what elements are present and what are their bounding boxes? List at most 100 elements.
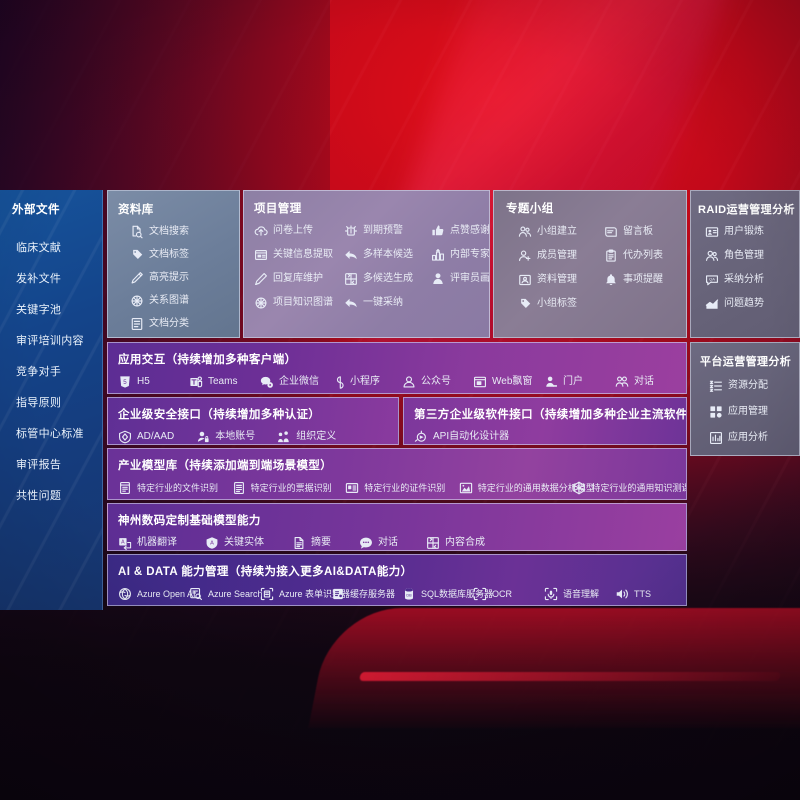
tile-group-create[interactable]: 小组建立 xyxy=(518,225,600,239)
todo-list-icon xyxy=(604,249,618,263)
tile-h5[interactable]: 5 H5 xyxy=(118,375,189,389)
tile-material-manage[interactable]: 资料管理 xyxy=(518,273,600,287)
row-security-items: AD/AAD 本地账号 组织定义 xyxy=(108,422,398,444)
tile-document-category[interactable]: 文档分类 xyxy=(130,317,239,331)
miniprogram-icon xyxy=(331,375,345,389)
tile-key-info-extract[interactable]: 关键信息提取 xyxy=(254,248,342,262)
tile-label: 多候选生成 xyxy=(363,273,413,284)
tile-expiry-warning[interactable]: 到期预警 xyxy=(344,224,429,238)
tile-summary[interactable]: 摘要 xyxy=(292,536,331,550)
tile-form-recognizer[interactable]: Azure 表单识别器 xyxy=(260,587,350,601)
tile-key-entity[interactable]: A 关键实体 xyxy=(205,536,264,550)
sidebar-item-review-report[interactable]: 审评报告 xyxy=(16,458,62,471)
tile-invoice-recognition[interactable]: 特定行业的票据识别 xyxy=(232,481,346,495)
tile-document-tag[interactable]: 文档标签 xyxy=(130,248,239,262)
tile-knowledge-model[interactable]: 特定行业的通用知识测课模型 xyxy=(572,481,686,495)
svg-text:A: A xyxy=(121,540,125,546)
tile-todo-list[interactable]: 代办列表 xyxy=(604,249,686,263)
tile-adoption-analysis[interactable]: QA 采纳分析 xyxy=(705,273,799,287)
tile-label: 门户 xyxy=(563,376,583,387)
organization-icon xyxy=(277,430,291,444)
tile-role-manage[interactable]: 角色管理 xyxy=(705,249,799,263)
tile-label: 内容合成 xyxy=(445,537,485,548)
tile-api-designer[interactable]: API自动化设计器 xyxy=(414,430,509,444)
tile-label: 本地账号 xyxy=(215,431,256,442)
sidebar-item-standards-center[interactable]: 标管中心标准 xyxy=(16,427,84,440)
tile-dialog[interactable]: 对话 xyxy=(615,375,686,389)
tile-machine-translation[interactable]: A 机器翻译 xyxy=(118,536,177,550)
tile-group-tag[interactable]: 小组标签 xyxy=(518,297,600,311)
tile-local-account[interactable]: 本地账号 xyxy=(196,430,255,444)
tile-internal-expert-ranking[interactable]: 内部专家排名 xyxy=(431,248,489,262)
alarm-warning-icon xyxy=(344,224,358,238)
sidebar-item-keyword-pool[interactable]: 关键字池 xyxy=(16,303,62,316)
tile-reviewer-profile[interactable]: 评审员画像 xyxy=(431,272,489,286)
tile-app-analysis[interactable]: 应用分析 xyxy=(709,431,799,445)
dialog-person-icon xyxy=(615,375,629,389)
sidebar-item-competitors[interactable]: 竞争对手 xyxy=(16,365,62,378)
tile-content-synthesis[interactable]: 内容合成 xyxy=(426,536,485,550)
tile-multi-sample-candidate[interactable]: 多样本候选 xyxy=(344,248,429,262)
tile-project-knowledge-graph[interactable]: 项目知识图谱 xyxy=(254,296,342,310)
sidebar-item-clinical-literature[interactable]: 临床文献 xyxy=(16,241,62,254)
tile-portal[interactable]: 门户 xyxy=(544,375,615,389)
tile-label: 到期预警 xyxy=(363,225,403,236)
data-analysis-model-icon xyxy=(459,481,473,495)
tile-label: 机器翻译 xyxy=(137,537,177,548)
tile-app-manage[interactable]: 应用管理 xyxy=(709,405,799,419)
tile-cache-server[interactable]: 缓存服务器 xyxy=(331,587,402,601)
tile-azure-openai[interactable]: Azure Open AI xyxy=(118,587,196,601)
tile-document-search[interactable]: 文档搜索 xyxy=(130,225,239,239)
tile-issue-trend[interactable]: 问题趋势 xyxy=(705,297,799,311)
sidebar-item-review-training[interactable]: 审评培训内容 xyxy=(16,334,84,347)
tile-sql-database-server[interactable]: DB SQL数据库服务器 xyxy=(402,587,493,601)
tile-ocr[interactable]: ocr OCR xyxy=(473,587,544,601)
tile-label: 角色管理 xyxy=(724,250,764,261)
tile-resource-allocation[interactable]: 资源分配 xyxy=(709,379,799,393)
tile-relation-graph[interactable]: 关系图谱 xyxy=(130,294,239,308)
tile-one-click-adopt[interactable]: 一键采纳 xyxy=(344,296,429,310)
tile-id-card-recognition[interactable]: 特定行业的证件识别 xyxy=(345,481,459,495)
tile-highlight-hint[interactable]: 高亮提示 xyxy=(130,271,239,285)
tile-label: 用户锻炼 xyxy=(724,226,764,237)
tile-web-popup[interactable]: Web飘窗 xyxy=(473,375,544,389)
sidebar-item-common-issues[interactable]: 共性问题 xyxy=(16,489,62,502)
capability-board: 外部文件 临床文献 发补文件 关键字池 审评培训内容 竞争对手 指导原则 标管中… xyxy=(0,190,800,610)
tile-file-recognition[interactable]: 特定行业的文件识别 xyxy=(118,481,232,495)
tile-label: Azure 表单识别器 xyxy=(279,588,351,599)
sidebar-item-supplement-files[interactable]: 发补文件 xyxy=(16,272,62,285)
sidebar-item-guidelines[interactable]: 指导原则 xyxy=(16,396,62,409)
tile-data-analysis-model[interactable]: 特定行业的通用数据分析模型 xyxy=(459,481,595,495)
tile-label: 采纳分析 xyxy=(724,274,764,285)
tile-label: 留言板 xyxy=(623,226,653,237)
row-industry-title: 产业模型库（持续添加端到端场景模型） xyxy=(118,460,333,472)
tile-user-training[interactable]: 用户锻炼 xyxy=(705,225,799,239)
row-aidata-title: AI & DATA 能力管理（持续为接入更多AI&DATA能力） xyxy=(118,566,413,578)
tile-speech-understanding[interactable]: 语音理解 xyxy=(544,587,615,601)
tile-label: 资源分配 xyxy=(728,380,768,391)
tile-message-board[interactable]: 留言板 xyxy=(604,225,686,239)
tile-label: 缓存服务器 xyxy=(350,588,396,599)
tile-official-account[interactable]: 公众号 xyxy=(402,375,473,389)
tile-azure-search[interactable]: Azure Search xyxy=(189,587,263,601)
tile-wecom[interactable]: 企业微信 xyxy=(260,375,331,389)
panel-library-items: 文档搜索 文档标签 高亮提示 关系图谱 文档分类 xyxy=(108,217,239,331)
tile-chat[interactable]: 对话 xyxy=(359,536,398,550)
tile-label: 关键实体 xyxy=(224,537,264,548)
tile-ad-aad[interactable]: AD/AAD xyxy=(118,430,174,444)
tile-thanks-like[interactable]: 点赞感谢 xyxy=(431,224,489,238)
tile-multi-candidate-generate[interactable]: 多候选生成 xyxy=(344,272,429,286)
row-ai-data-capability: AI & DATA 能力管理（持续为接入更多AI&DATA能力） Azure O… xyxy=(107,554,687,606)
ocr-icon: ocr xyxy=(473,587,487,601)
tile-teams[interactable]: Teams xyxy=(189,375,260,389)
tile-tts[interactable]: TTS xyxy=(615,587,686,601)
tile-organization-define[interactable]: 组织定义 xyxy=(277,430,336,444)
document-category-icon xyxy=(130,317,144,331)
tile-miniprogram[interactable]: 小程序 xyxy=(331,375,402,389)
tile-questionnaire-upload[interactable]: 问卷上传 xyxy=(254,224,342,238)
tile-item-reminder[interactable]: 事项提醒 xyxy=(604,273,686,287)
tile-member-manage[interactable]: 成员管理 xyxy=(518,249,600,263)
tile-reply-library-maintain[interactable]: 回复库维护 xyxy=(254,272,342,286)
panel-platform-title: 平台运营管理分析 xyxy=(700,356,792,368)
